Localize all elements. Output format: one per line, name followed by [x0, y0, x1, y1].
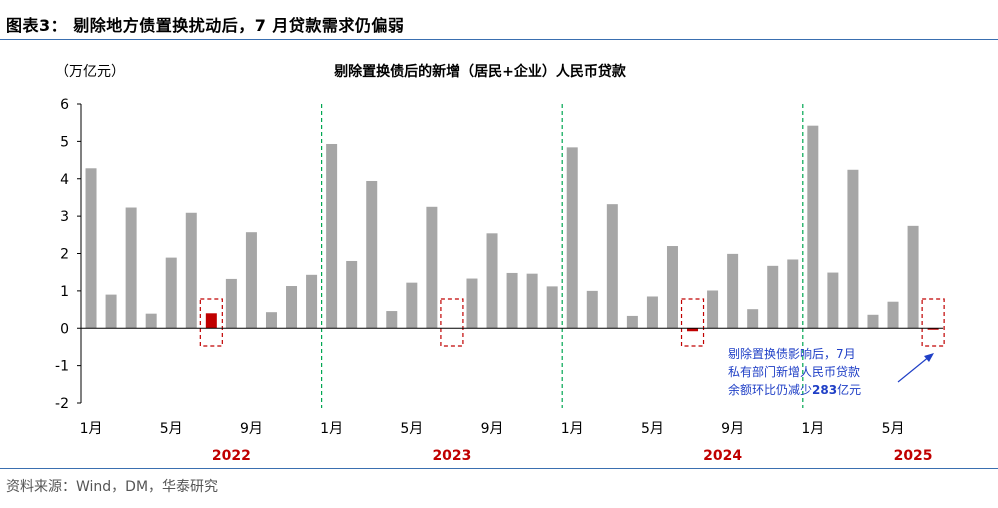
- bar: [887, 301, 899, 329]
- bar: [907, 225, 919, 329]
- bar: [185, 212, 197, 329]
- bar: [85, 168, 97, 329]
- bar: [626, 315, 638, 329]
- x-tick-label: 9月: [721, 421, 744, 437]
- highlight-bar: [687, 328, 699, 332]
- highlight-bar: [927, 328, 939, 330]
- bar: [245, 232, 257, 329]
- highlight-box: [680, 298, 705, 347]
- bar: [646, 296, 658, 329]
- y-axis-unit-label: （万亿元）: [55, 64, 125, 80]
- bar: [346, 260, 358, 329]
- bar: [145, 313, 157, 329]
- bar: [606, 204, 618, 329]
- bar-chart: 剔除置换债后的新增（居民+企业）人民币贷款 （万亿元） 6543210-1-2 …: [55, 63, 945, 464]
- bar: [847, 169, 859, 329]
- title-rule: [0, 39, 998, 40]
- bar: [265, 312, 277, 329]
- annotation: 剔除置换债影响后，7月 私有部门新增人民币贷款 余额环比仍减少283亿元: [728, 346, 934, 397]
- bars: [85, 125, 939, 332]
- y-tick-label: 6: [60, 97, 69, 113]
- bar: [867, 314, 879, 329]
- x-tick-label: 5月: [641, 421, 664, 437]
- x-tick-label: 1月: [801, 421, 824, 437]
- x-tick-label: 1月: [80, 421, 103, 437]
- bar: [306, 274, 318, 329]
- bar: [566, 147, 578, 329]
- highlight-bar: [205, 313, 217, 329]
- year-label: 2024: [703, 448, 742, 464]
- x-tick-label: 1月: [320, 421, 343, 437]
- annotation-line-3-prefix: 余额环比仍减少: [728, 382, 812, 397]
- year-labels: 2022 2023 2024 2025: [212, 448, 933, 464]
- bar: [767, 265, 779, 329]
- bar: [326, 143, 338, 329]
- y-tick-label: 3: [60, 209, 69, 225]
- bar: [486, 233, 498, 329]
- y-tick-label: -2: [55, 396, 69, 412]
- bar: [165, 257, 177, 329]
- annotation-line-3: 余额环比仍减少283亿元: [728, 382, 861, 397]
- year-label: 2025: [894, 448, 933, 464]
- x-tick-label: 5月: [400, 421, 423, 437]
- chart-title: 剔除置换债后的新增（居民+企业）人民币贷款: [333, 63, 627, 80]
- bar: [386, 311, 398, 329]
- annotation-arrow: [897, 355, 931, 383]
- bar: [707, 290, 719, 329]
- y-tick-label: 1: [60, 284, 69, 300]
- highlight-box: [199, 298, 223, 347]
- bar: [827, 272, 839, 329]
- y-tick-label: 4: [60, 172, 69, 188]
- bar: [747, 309, 759, 329]
- bar: [586, 290, 598, 329]
- bar: [666, 246, 678, 329]
- annotation-line-3-suffix: 亿元: [837, 382, 861, 397]
- y-tick-label: 0: [60, 321, 69, 337]
- x-axis: 1月 5月 9月 1月 5月 9月 1月 5月 9月 1月 5月: [80, 327, 944, 437]
- y-tick-label: 5: [60, 134, 69, 150]
- source-rule: [0, 468, 998, 469]
- x-tick-label: 9月: [240, 421, 263, 437]
- x-tick-label: 9月: [481, 421, 504, 437]
- y-tick-label: 2: [60, 247, 69, 263]
- x-tick-label: 1月: [561, 421, 584, 437]
- year-label: 2022: [212, 448, 251, 464]
- figure-title: 图表3： 剔除地方债置换扰动后，7 月贷款需求仍偏弱: [6, 16, 405, 35]
- annotation-line-1: 剔除置换债影响后，7月: [728, 346, 856, 361]
- bar: [426, 206, 438, 329]
- bar: [546, 286, 558, 329]
- x-tick-label: 5月: [160, 421, 183, 437]
- year-label: 2023: [432, 448, 471, 464]
- annotation-line-2: 私有部门新增人民币贷款: [728, 364, 860, 379]
- highlight-box: [440, 298, 464, 347]
- bar: [286, 286, 298, 329]
- bar: [787, 259, 799, 329]
- bar: [506, 272, 518, 329]
- bar: [225, 278, 237, 329]
- bar: [807, 125, 819, 329]
- bar: [406, 282, 418, 329]
- bar: [466, 278, 478, 329]
- bar: [125, 207, 137, 329]
- year-dividers: [321, 104, 804, 408]
- annotation-value: 283: [812, 383, 837, 397]
- y-tick-label: -1: [55, 359, 69, 375]
- highlight-box: [921, 298, 945, 347]
- y-axis: 6 5 4 3 2 1 0 -1 -2: [55, 97, 82, 412]
- bar: [526, 273, 538, 329]
- source-note: 资料来源：Wind，DM，华泰研究: [6, 479, 219, 495]
- highlight-boxes: [199, 298, 945, 347]
- bar: [727, 253, 739, 329]
- annotation-arrow-head: [924, 353, 934, 362]
- bar: [366, 180, 378, 329]
- bar: [105, 294, 117, 329]
- x-tick-label: 5月: [882, 421, 905, 437]
